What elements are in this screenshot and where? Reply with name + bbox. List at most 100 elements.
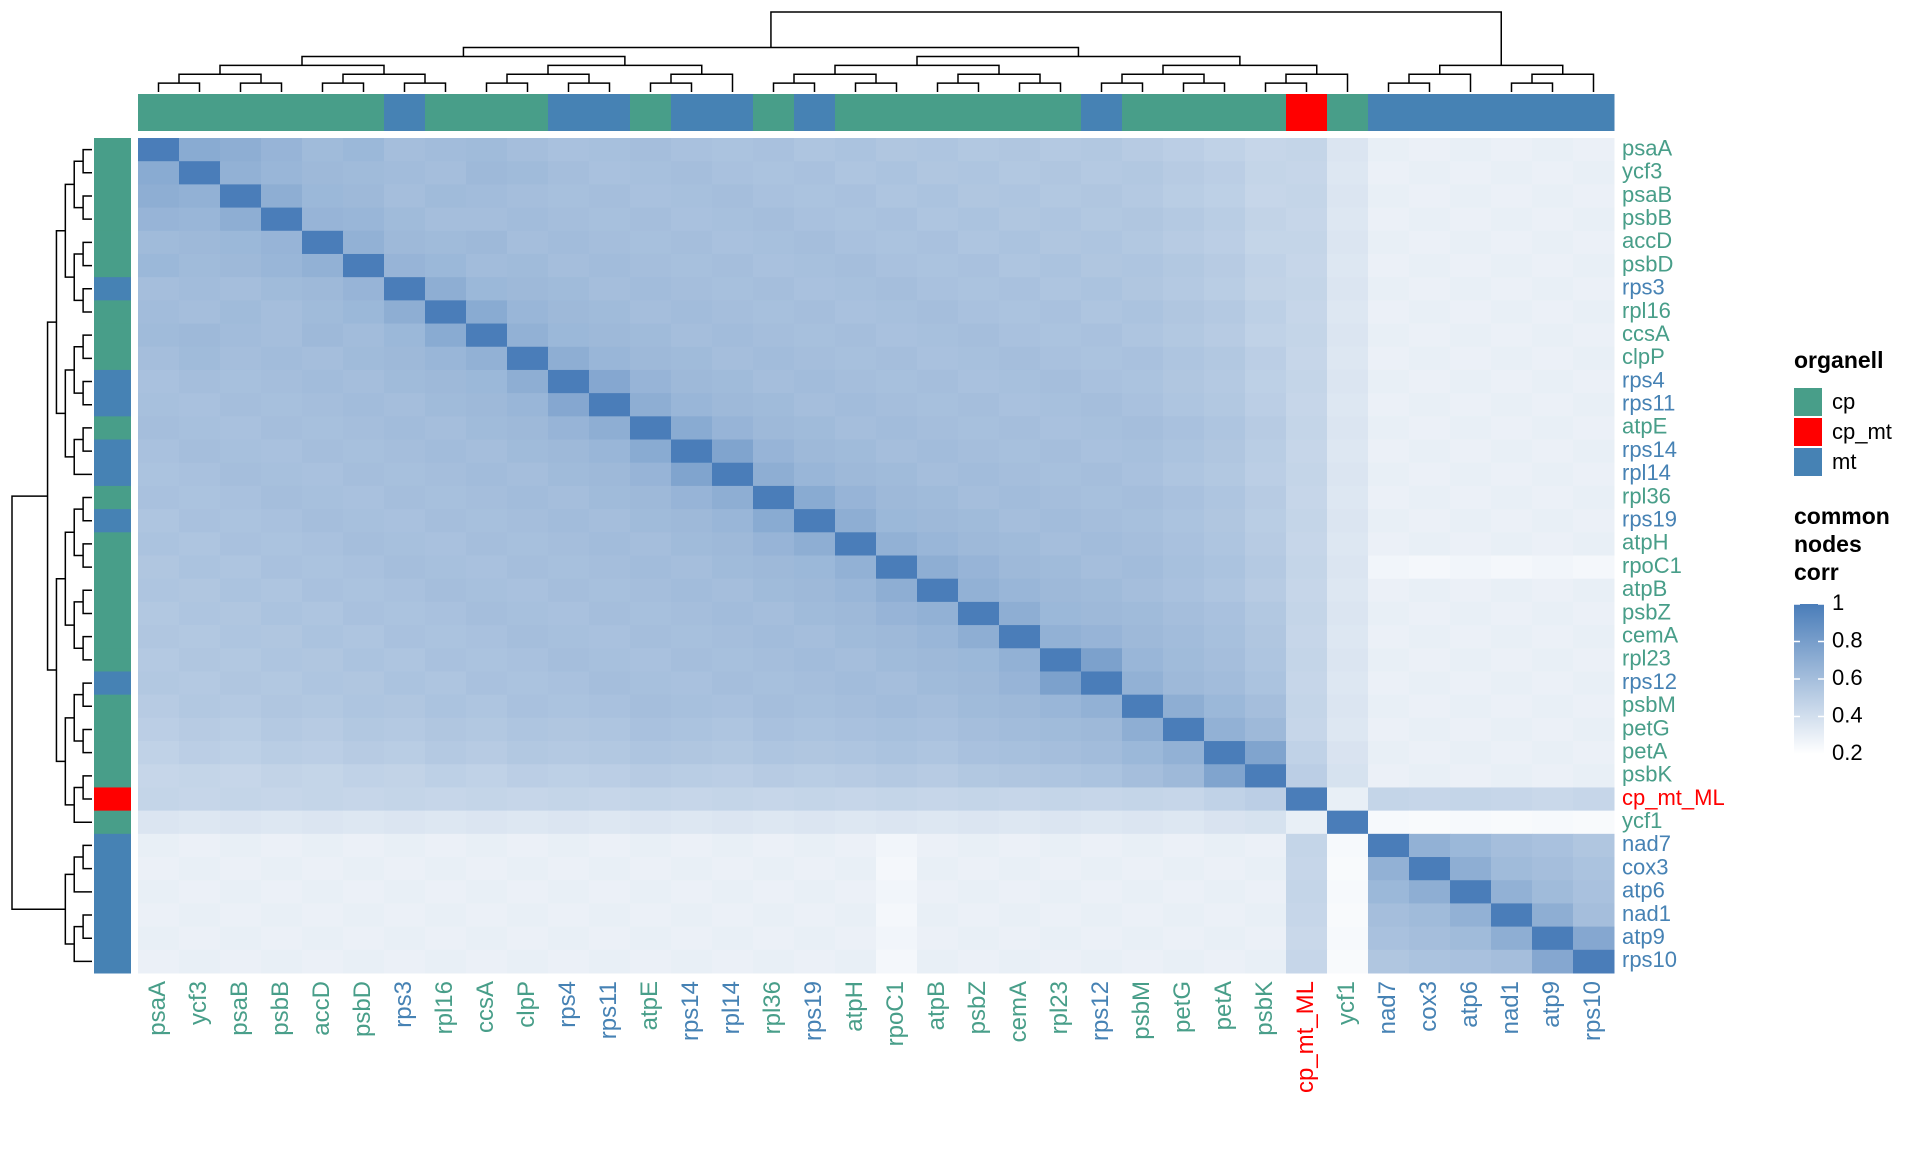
- heatmap-cell: [138, 648, 180, 672]
- heatmap-cell: [507, 369, 549, 394]
- heatmap-cell: [958, 532, 1000, 556]
- heatmap-cell: [220, 509, 262, 533]
- heatmap-cell: [794, 439, 836, 464]
- heatmap-cell: [1573, 509, 1615, 533]
- heatmap-cell: [671, 323, 713, 348]
- heatmap-cell: [1040, 184, 1082, 209]
- column-label: rpl14: [718, 981, 745, 1034]
- heatmap-cell: [712, 416, 754, 441]
- heatmap-cell: [835, 161, 877, 185]
- heatmap-cell: [671, 857, 713, 881]
- heatmap-cell: [712, 694, 754, 719]
- heatmap-cell: [507, 926, 549, 951]
- heatmap-cell: [1532, 207, 1574, 232]
- heatmap-cell: [1245, 462, 1287, 487]
- heatmap-cell: [999, 926, 1041, 951]
- heatmap-cell: [507, 880, 549, 904]
- heatmap-cell: [958, 880, 1000, 904]
- heatmap-cell: [343, 810, 385, 835]
- heatmap-cell: [1286, 810, 1328, 835]
- heatmap-cell: [753, 903, 795, 928]
- heatmap-cell: [1081, 509, 1123, 533]
- heatmap-cell: [466, 277, 508, 301]
- heatmap-cell: [1327, 880, 1369, 904]
- heatmap-cell: [1040, 578, 1082, 603]
- heatmap-cell: [384, 694, 426, 719]
- heatmap-cell: [1573, 393, 1615, 417]
- heatmap-cell: [1286, 625, 1328, 649]
- heatmap-cell: [671, 346, 713, 371]
- heatmap-cell: [589, 138, 631, 162]
- heatmap-cell: [1204, 532, 1246, 556]
- heatmap-cell: [630, 253, 672, 278]
- heatmap-cell: [1286, 393, 1328, 417]
- row-label: rps11: [1622, 391, 1675, 416]
- heatmap-cell: [1532, 555, 1574, 580]
- heatmap-cell: [589, 648, 631, 672]
- heatmap-cell: [466, 810, 508, 835]
- heatmap-cell: [343, 462, 385, 487]
- heatmap-cell: [384, 184, 426, 209]
- heatmap-cell: [630, 138, 672, 162]
- heatmap-cell: [302, 741, 344, 765]
- column-dendrogram: [547, 64, 703, 75]
- heatmap-cell: [261, 671, 303, 696]
- heatmap-cell: [835, 509, 877, 533]
- heatmap-cell: [1286, 462, 1328, 487]
- heatmap-cell: [220, 184, 262, 209]
- heatmap-cell: [958, 300, 1000, 325]
- heatmap-cell: [425, 625, 467, 649]
- column-annotation: [1122, 94, 1164, 131]
- column-annotation: [876, 94, 918, 131]
- heatmap-cell: [1450, 346, 1492, 371]
- heatmap-cell: [958, 253, 1000, 278]
- heatmap-cell: [1532, 230, 1574, 255]
- heatmap-cell: [630, 601, 672, 626]
- heatmap-cell: [1204, 277, 1246, 301]
- heatmap-cell: [876, 277, 918, 301]
- heatmap-cell: [1491, 857, 1533, 881]
- heatmap-cell: [1040, 926, 1082, 951]
- heatmap-cell: [343, 230, 385, 255]
- heatmap-cell: [1286, 857, 1328, 881]
- heatmap-cell: [999, 277, 1041, 301]
- row-annotation: [94, 300, 131, 325]
- column-dendrogram: [301, 55, 626, 66]
- heatmap-cell: [671, 903, 713, 928]
- heatmap-cell: [466, 694, 508, 719]
- heatmap-cell: [1081, 416, 1123, 441]
- heatmap-cell: [343, 741, 385, 765]
- heatmap-cell: [1286, 253, 1328, 278]
- heatmap-cell: [589, 903, 631, 928]
- heatmap-cell: [958, 138, 1000, 162]
- heatmap-cell: [876, 230, 918, 255]
- heatmap-cell: [1122, 578, 1164, 603]
- heatmap-cell: [958, 369, 1000, 394]
- heatmap-cell: [1532, 509, 1574, 533]
- heatmap-cell: [1163, 462, 1205, 487]
- row-annotation: [94, 648, 131, 672]
- heatmap-cell: [917, 949, 959, 974]
- heatmap-cell: [1368, 207, 1410, 232]
- heatmap-cell: [1491, 416, 1533, 441]
- heatmap-cell: [179, 439, 221, 464]
- heatmap-cell: [1327, 161, 1369, 185]
- heatmap-cell: [1081, 532, 1123, 556]
- heatmap-cell: [1081, 230, 1123, 255]
- row-annotation: [94, 926, 131, 951]
- heatmap-cell: [343, 787, 385, 812]
- heatmap-cell: [1532, 346, 1574, 371]
- heatmap-cell: [671, 741, 713, 765]
- heatmap-cell: [876, 810, 918, 835]
- heatmap-cell: [917, 880, 959, 904]
- heatmap-cell: [999, 416, 1041, 441]
- heatmap-cell: [1286, 833, 1328, 858]
- column-dendrogram: [567, 82, 611, 92]
- heatmap-cell: [343, 880, 385, 904]
- heatmap-cell: [712, 300, 754, 325]
- heatmap-cell: [794, 277, 836, 301]
- heatmap-cell: [343, 694, 385, 719]
- heatmap-cell: [1163, 578, 1205, 603]
- row-annotation: [94, 138, 131, 162]
- heatmap-cell: [876, 949, 918, 974]
